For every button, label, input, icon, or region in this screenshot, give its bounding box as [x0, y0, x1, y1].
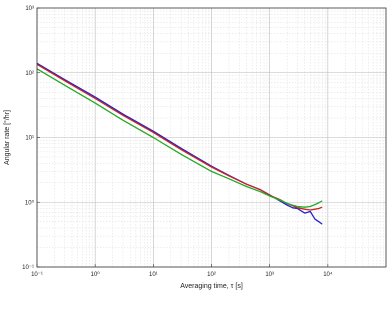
series-lines — [36, 62, 323, 225]
y-tick-label: 10² — [25, 71, 34, 77]
x-tick-label: 10¹ — [149, 272, 158, 278]
x-axis-label: Averaging time, τ [s] — [180, 283, 243, 290]
y-tick-label: 10⁻¹ — [22, 265, 34, 271]
series-line-2 — [36, 63, 323, 211]
x-tick-label: 10³ — [265, 272, 274, 278]
y-tick-label: 10⁰ — [25, 199, 35, 206]
x-tick-label: 10² — [207, 272, 216, 278]
x-tick-label: 10⁴ — [323, 271, 333, 278]
y-axis-label: Angular rate [°/hr] — [3, 110, 11, 165]
x-tick-label: 10⁻¹ — [31, 272, 43, 278]
y-tick-label: 10¹ — [25, 136, 34, 142]
axis-ticks: 10⁻¹ 10⁰ 10¹ 10² 10³ 10⁴ 10⁻¹ 10⁰ 10¹ 10² 10³ — [22, 6, 333, 278]
series-line-3 — [36, 68, 323, 208]
x-tick-label: 10⁰ — [91, 271, 101, 278]
y-tick-label: 10³ — [25, 6, 34, 12]
